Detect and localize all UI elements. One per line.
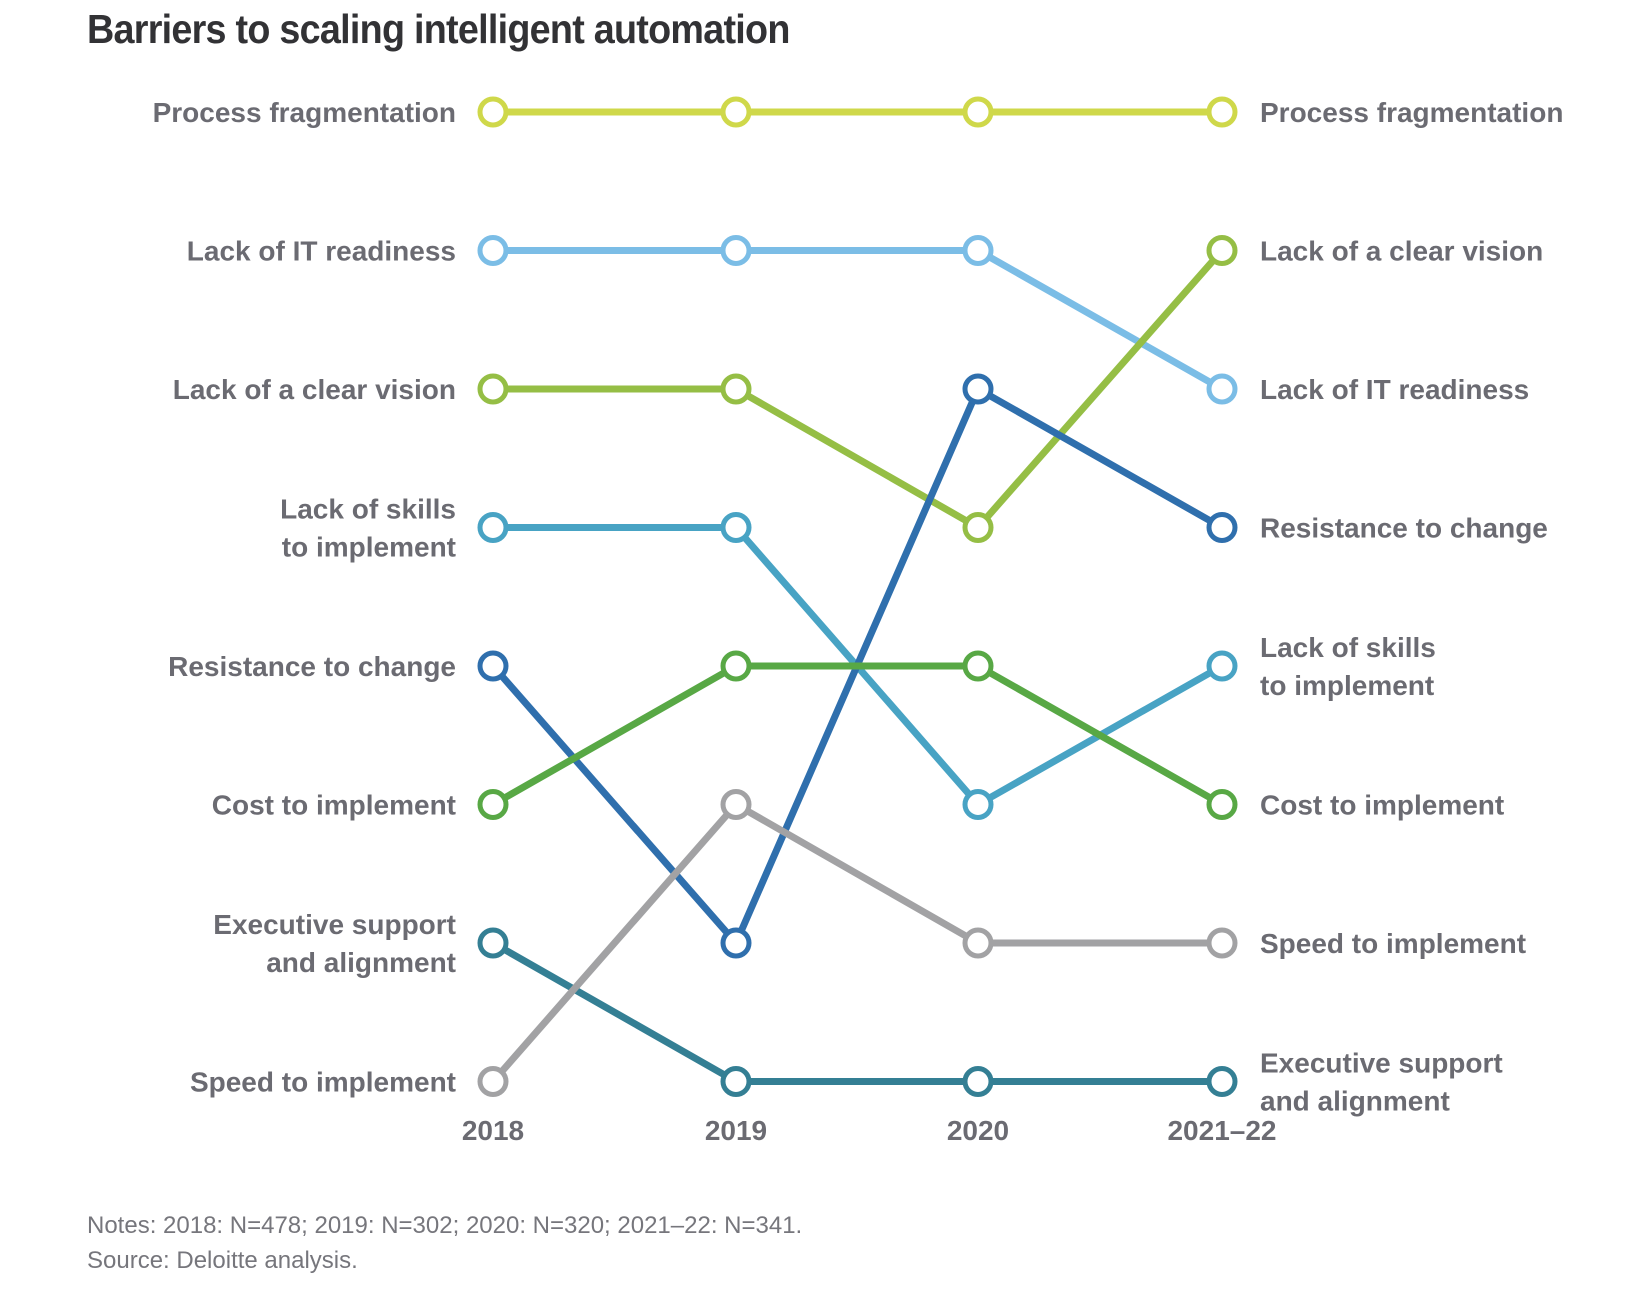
left-labels: Process fragmentation Lack of IT readines… bbox=[153, 97, 456, 1098]
right-label-lack-of-it-readiness: Lack of IT readiness bbox=[1260, 374, 1529, 405]
source-text: Source: Deloitte analysis. bbox=[87, 1247, 358, 1274]
point-lack-of-it-readiness-2018 bbox=[477, 235, 509, 266]
left-label-line: Resistance to change bbox=[168, 651, 456, 682]
point-executive-support-and-alignment-2018 bbox=[477, 927, 509, 959]
left-label-lack-of-a-clear-vision: Lack of a clear vision bbox=[173, 374, 456, 405]
point-resistance-to-change-2020 bbox=[962, 373, 994, 405]
series-line-speed-to-implement bbox=[490, 801, 1222, 1084]
point-cost-to-implement-2021-22 bbox=[1206, 789, 1238, 820]
left-label-line: Lack of skills bbox=[280, 494, 456, 525]
right-label-executive-support-and-alignment: Executive support and alignment bbox=[1260, 1048, 1503, 1117]
right-label-line: and alignment bbox=[1260, 1086, 1450, 1117]
point-lack-of-it-readiness-2019 bbox=[720, 235, 752, 266]
point-resistance-to-change-2018 bbox=[477, 650, 509, 682]
point-lack-of-skills-to-implement-2019 bbox=[720, 512, 752, 543]
point-process-fragmentation-2018 bbox=[477, 96, 509, 128]
left-label-line: to implement bbox=[282, 532, 456, 563]
point-speed-to-implement-2021-22 bbox=[1206, 927, 1238, 959]
left-label-process-fragmentation: Process fragmentation bbox=[153, 97, 456, 128]
point-lack-of-a-clear-vision-2020 bbox=[962, 512, 994, 543]
left-label-cost-to-implement: Cost to implement bbox=[212, 790, 456, 821]
right-label-cost-to-implement: Cost to implement bbox=[1260, 790, 1504, 821]
notes-text: Notes: 2018: N=478; 2019: N=302; 2020: N… bbox=[87, 1212, 803, 1239]
left-label-lack-of-it-readiness: Lack of IT readiness bbox=[187, 236, 456, 267]
series-points bbox=[477, 96, 1238, 1097]
chart-title: Barriers to scaling intelligent automati… bbox=[87, 6, 790, 52]
point-speed-to-implement-2020 bbox=[962, 927, 994, 959]
right-labels: Process fragmentation Lack of IT readines… bbox=[1260, 97, 1563, 1117]
right-label-line: Lack of IT readiness bbox=[1260, 374, 1529, 405]
point-executive-support-and-alignment-2021-22 bbox=[1206, 1066, 1238, 1097]
right-label-resistance-to-change: Resistance to change bbox=[1260, 513, 1548, 544]
x-tick-2021-22: 2021–22 bbox=[1167, 1115, 1276, 1146]
right-label-line: Resistance to change bbox=[1260, 513, 1548, 544]
right-label-line: Speed to implement bbox=[1260, 928, 1526, 959]
right-label-lack-of-skills-to-implement: Lack of skills to implement bbox=[1260, 632, 1436, 701]
x-tick-2019: 2019 bbox=[705, 1115, 767, 1146]
series-line-lack-of-it-readiness bbox=[493, 247, 1224, 393]
series-line-lack-of-a-clear-vision bbox=[493, 248, 1225, 531]
left-label-lack-of-skills-to-implement: Lack of skills to implement bbox=[280, 494, 456, 563]
left-label-line: Process fragmentation bbox=[153, 97, 456, 128]
point-lack-of-skills-to-implement-2018 bbox=[477, 512, 509, 543]
x-axis-ticks: 2018 2019 2020 2021–22 bbox=[462, 1115, 1277, 1146]
point-process-fragmentation-2021-22 bbox=[1206, 96, 1238, 128]
series-line-cost-to-implement bbox=[491, 662, 1224, 808]
point-lack-of-it-readiness-2020 bbox=[962, 235, 994, 266]
right-label-speed-to-implement: Speed to implement bbox=[1260, 928, 1526, 959]
x-tick-2020: 2020 bbox=[947, 1115, 1009, 1146]
point-cost-to-implement-2018 bbox=[477, 789, 509, 820]
point-lack-of-it-readiness-2021-22 bbox=[1206, 373, 1238, 405]
left-label-line: Executive support bbox=[213, 909, 456, 940]
left-label-speed-to-implement: Speed to implement bbox=[190, 1067, 456, 1098]
point-executive-support-and-alignment-2019 bbox=[720, 1066, 752, 1097]
point-speed-to-implement-2018 bbox=[477, 1066, 509, 1097]
point-lack-of-a-clear-vision-2018 bbox=[477, 373, 509, 405]
right-label-line: Executive support bbox=[1260, 1048, 1503, 1079]
point-lack-of-a-clear-vision-2019 bbox=[720, 373, 752, 405]
series-line-executive-support-and-alignment bbox=[491, 939, 1222, 1085]
point-resistance-to-change-2021-22 bbox=[1206, 512, 1238, 543]
point-lack-of-a-clear-vision-2021-22 bbox=[1206, 235, 1238, 266]
point-executive-support-and-alignment-2020 bbox=[962, 1066, 994, 1097]
left-label-line: Lack of a clear vision bbox=[173, 374, 456, 405]
right-label-process-fragmentation: Process fragmentation bbox=[1260, 97, 1563, 128]
point-lack-of-skills-to-implement-2021-22 bbox=[1206, 650, 1238, 682]
left-label-line: Lack of IT readiness bbox=[187, 236, 456, 267]
point-lack-of-skills-to-implement-2020 bbox=[962, 789, 994, 820]
notes-block: Notes: 2018: N=478; 2019: N=302; 2020: N… bbox=[87, 1208, 802, 1278]
point-cost-to-implement-2020 bbox=[962, 650, 994, 682]
left-label-executive-support-and-alignment: Executive support and alignment bbox=[213, 909, 456, 978]
bump-chart: Process fragmentation Lack of IT readines… bbox=[153, 96, 1563, 1146]
x-tick-2018: 2018 bbox=[462, 1115, 524, 1146]
left-label-resistance-to-change: Resistance to change bbox=[168, 651, 456, 682]
right-label-line: Lack of skills bbox=[1260, 632, 1436, 663]
point-resistance-to-change-2019 bbox=[720, 927, 752, 959]
right-label-lack-of-a-clear-vision: Lack of a clear vision bbox=[1260, 236, 1543, 267]
left-label-line: and alignment bbox=[266, 947, 456, 978]
point-process-fragmentation-2020 bbox=[962, 96, 994, 128]
point-cost-to-implement-2019 bbox=[720, 650, 752, 682]
right-label-line: Lack of a clear vision bbox=[1260, 236, 1543, 267]
series-lines bbox=[490, 108, 1225, 1085]
right-label-line: Process fragmentation bbox=[1260, 97, 1563, 128]
left-label-line: Speed to implement bbox=[190, 1067, 456, 1098]
point-speed-to-implement-2019 bbox=[720, 789, 752, 820]
left-label-line: Cost to implement bbox=[212, 790, 456, 821]
right-label-line: Cost to implement bbox=[1260, 790, 1504, 821]
point-process-fragmentation-2019 bbox=[720, 96, 752, 128]
right-label-line: to implement bbox=[1260, 670, 1434, 701]
